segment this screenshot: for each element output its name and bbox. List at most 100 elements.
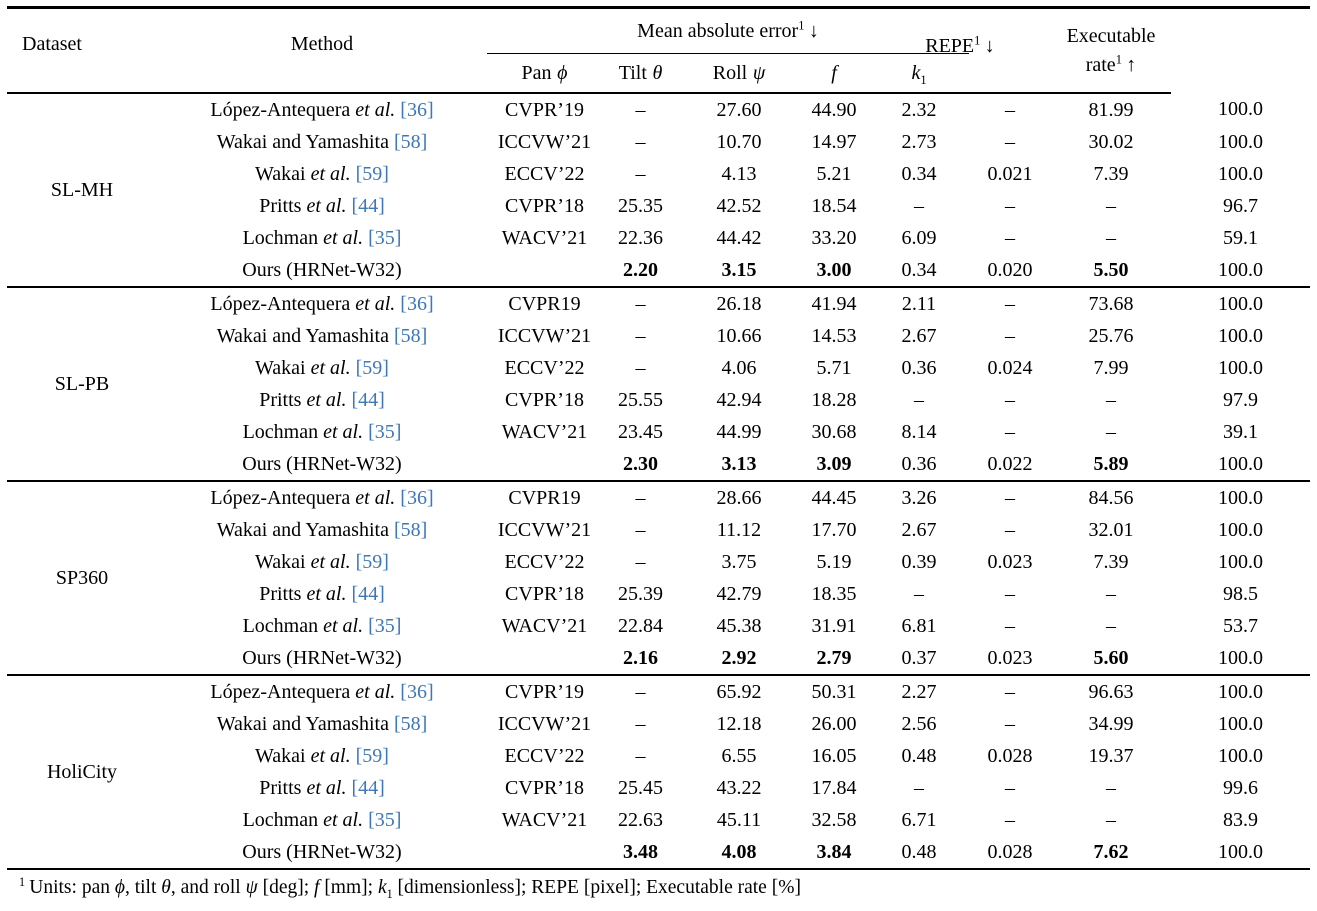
citation-link[interactable]: [35]: [363, 808, 402, 831]
col-header-k1: k1: [869, 53, 969, 94]
cell-f: 0.34: [901, 162, 937, 185]
cell-exec-rate: 100.0: [1218, 258, 1263, 281]
method-name: Wakai et al. [59]: [157, 740, 487, 772]
citation-link[interactable]: [44]: [346, 388, 385, 411]
method-name: López-Antequera et al. [36]: [157, 286, 487, 320]
exec-label-line1: Executable: [1066, 24, 1156, 47]
dataset-label: SL-MH: [50, 178, 114, 201]
cell-exec-rate: 100.0: [1218, 452, 1263, 475]
citation-link[interactable]: [59]: [350, 162, 389, 185]
cell-exec-rate: 100.0: [1218, 162, 1263, 185]
cell-repe: –: [1106, 614, 1116, 637]
citation-link[interactable]: [59]: [350, 744, 389, 767]
cell-roll: 44.45: [799, 480, 869, 514]
cell-k1: 0.022: [987, 452, 1033, 475]
method-name-text: López-Antequera: [210, 486, 351, 509]
cell-roll: 14.53: [811, 324, 857, 347]
cell-tilt: 42.79: [716, 582, 762, 605]
exec-footnote-marker: 1: [1115, 51, 1122, 66]
cell-f: 3.26: [869, 480, 969, 514]
et-al-text: et al.: [350, 292, 396, 315]
method-name-text: Pritts: [259, 388, 302, 411]
col-header-tilt: Tilt θ: [602, 53, 679, 94]
citation-link[interactable]: [58]: [388, 324, 428, 347]
cell-f: 0.36: [901, 452, 937, 475]
cell-f: 2.73: [901, 130, 937, 153]
venue: CVPR’18: [505, 582, 584, 605]
citation-link[interactable]: [36]: [395, 292, 434, 315]
cell-f: 2.27: [869, 674, 969, 708]
cell-f: –: [914, 388, 924, 411]
citation-link[interactable]: [35]: [363, 614, 402, 637]
cell-repe: –: [1106, 194, 1116, 217]
cell-repe: 34.99: [1088, 712, 1134, 735]
venue: ICCVW’21: [497, 518, 592, 541]
cell-f: 2.67: [901, 518, 937, 541]
footnote-marker: 1: [19, 874, 26, 889]
cell-roll: 14.97: [811, 130, 857, 153]
method-name-text: Wakai: [255, 744, 306, 767]
method-name: Wakai and Yamashita [58]: [157, 708, 487, 740]
citation-link[interactable]: [35]: [363, 226, 402, 249]
method-name-text: Lochman: [242, 808, 319, 831]
venue: CVPR’19: [505, 98, 584, 121]
citation-link[interactable]: [59]: [350, 356, 389, 379]
footnote: 1 Units: pan ϕ, tilt θ, and roll ψ [deg];…: [7, 870, 1310, 899]
citation-link[interactable]: [44]: [346, 582, 385, 605]
method-name-text: Wakai and Yamashita: [216, 324, 389, 347]
cell-exec-rate: 100.0: [1218, 324, 1263, 347]
venue: [487, 448, 602, 481]
method-name-text: Wakai and Yamashita: [216, 712, 389, 735]
cell-tilt: 28.66: [679, 480, 799, 514]
cell-tilt: 6.55: [721, 744, 757, 767]
cell-pan: –: [635, 744, 646, 767]
table-row: SP360 López-Antequera et al. [36] CVPR19–2…: [7, 480, 1310, 675]
cell-exec-rate: 100.0: [1171, 480, 1310, 514]
method-name: Wakai and Yamashita [58]: [157, 126, 487, 158]
cell-f: 2.56: [901, 712, 937, 735]
cell-f: 0.48: [901, 840, 937, 863]
cell-tilt: 65.92: [679, 674, 799, 708]
cell-k1: –: [1005, 712, 1015, 735]
venue: ICCVW’21: [497, 324, 592, 347]
cell-pan: –: [635, 324, 646, 347]
cell-exec-rate: 100.0: [1218, 518, 1263, 541]
col-header-repe: REPE1 ↓: [925, 7, 1051, 94]
citation-link[interactable]: [59]: [350, 550, 389, 573]
citation-link[interactable]: [58]: [388, 712, 428, 735]
method-name-text: Ours (HRNet-W32): [242, 840, 402, 863]
method-name-text: Wakai and Yamashita: [216, 518, 389, 541]
dataset-label: HoliCity: [7, 674, 157, 869]
cell-tilt: 43.22: [716, 776, 762, 799]
et-al-text: et al.: [318, 226, 364, 249]
citation-link[interactable]: [35]: [363, 420, 402, 443]
cell-pan: 22.36: [618, 226, 663, 249]
table-row: Wakai et al. [59] ECCV’22 – 6.55 16.05 0.48 0.…: [7, 740, 1310, 772]
table-row: Wakai and Yamashita [58] ICCVW’21 – 10.66 14…: [7, 320, 1310, 352]
citation-link[interactable]: [36]: [395, 486, 434, 509]
cell-k1: 0.028: [987, 744, 1033, 767]
citation-link[interactable]: [44]: [346, 776, 385, 799]
cell-exec-rate: 98.5: [1223, 582, 1258, 605]
et-al-text: et al.: [301, 194, 347, 217]
venue: ICCVW’21: [497, 712, 592, 735]
cell-k1: –: [1005, 614, 1015, 637]
cell-roll: 41.94: [799, 286, 869, 320]
cell-pan: –: [635, 98, 646, 121]
footnote-segment: Units: pan: [29, 877, 115, 898]
cell-f: –: [914, 582, 924, 605]
cell-tilt: 11.12: [716, 518, 762, 541]
citation-link[interactable]: [44]: [346, 194, 385, 217]
method-name-text: López-Antequera: [210, 292, 351, 315]
citation-link[interactable]: [36]: [395, 98, 434, 121]
citation-link[interactable]: [58]: [388, 130, 428, 153]
citation-link[interactable]: [36]: [395, 680, 434, 703]
up-arrow-icon: ↑: [1126, 53, 1137, 76]
method-name-text: Wakai: [255, 162, 306, 185]
cell-roll: 3.09: [816, 452, 852, 475]
citation-link[interactable]: [58]: [388, 518, 428, 541]
method-name: Wakai et al. [59]: [157, 352, 487, 384]
footnote-segment: θ: [161, 877, 171, 898]
table-row: Ours (HRNet-W32) 2.16 2.92 2.79 0.37 0.023 5.6…: [7, 642, 1310, 675]
cell-repe: –: [1106, 776, 1116, 799]
